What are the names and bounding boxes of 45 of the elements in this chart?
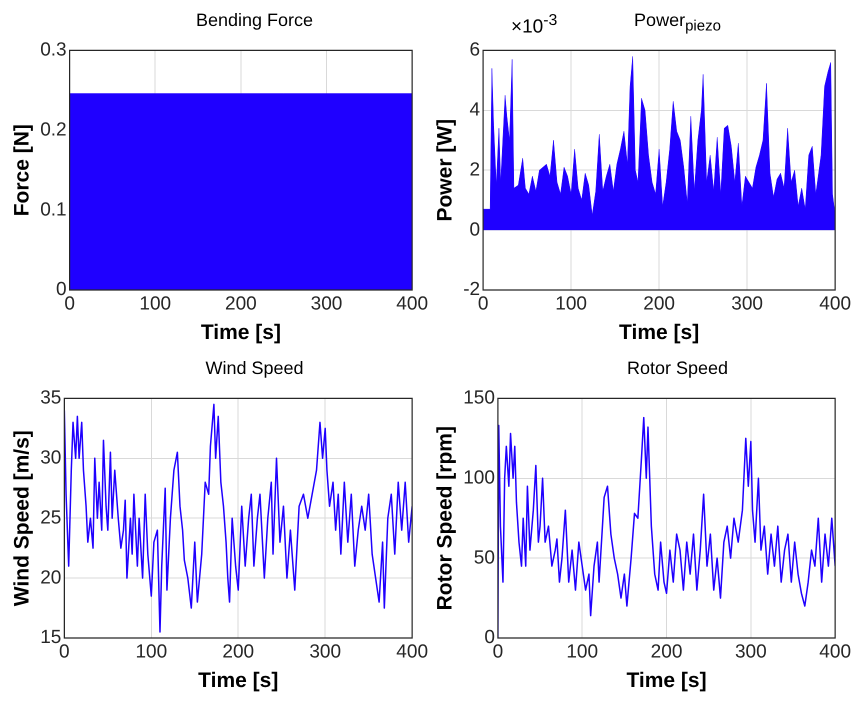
y-tick-label: 20: [40, 567, 62, 588]
x-tick-label: 400: [819, 642, 851, 663]
x-axis-title: Time [s]: [619, 321, 700, 344]
text: ×10$^{-3}$: [511, 12, 558, 38]
y-tick-label: 2: [470, 159, 480, 180]
chart-title: Bending Force: [196, 10, 314, 31]
y-tick-label: 15: [40, 627, 62, 648]
y-tick-label: 0.2: [40, 120, 67, 140]
x-tick-label: 300: [310, 294, 342, 315]
x-tick-label: 200: [222, 642, 254, 663]
chart-title: Wind Speed: [205, 358, 304, 379]
chart-title: Rotor Speed: [626, 358, 728, 379]
x-tick-label: 200: [225, 294, 257, 315]
x-tick-label: 100: [135, 642, 168, 663]
y-tick-label: 0: [470, 219, 480, 240]
y-tick-label: 0.3: [40, 40, 67, 61]
y-axis-title: Power [W]: [433, 118, 456, 222]
x-tick-label: 300: [731, 294, 763, 315]
x-axis-title: Time [s]: [198, 669, 278, 692]
chart-title: Power$_{piezo}$: [634, 10, 721, 35]
y-tick-label: 0.1: [40, 199, 67, 220]
x-tick-label: 100: [555, 294, 587, 315]
y-tick-label: 150: [463, 388, 495, 409]
x-tick-label: 200: [643, 294, 675, 315]
x-tick-label: 400: [819, 294, 851, 315]
x-tick-label: 100: [566, 642, 598, 663]
y-axis-title: Force [N]: [10, 124, 34, 216]
x-tick-label: 400: [396, 294, 428, 315]
y-tick-label: 0: [484, 627, 495, 648]
y-axis-title: Wind Speed [m/s]: [10, 430, 34, 606]
y-tick-label: 30: [40, 448, 62, 469]
y-tick-label: 50: [474, 547, 495, 568]
x-tick-label: 400: [396, 642, 428, 663]
x-tick-label: 300: [734, 642, 767, 663]
y-axis-title: Rotor Speed [rpm]: [433, 426, 456, 610]
y-tick-label: 25: [40, 507, 62, 528]
x-axis-title: Time [s]: [200, 321, 281, 344]
x-tick-label: 300: [309, 642, 342, 663]
x-axis-title: Time [s]: [626, 669, 707, 692]
x-tick-label: 200: [650, 642, 682, 663]
x-tick-label: 100: [139, 294, 172, 315]
y-tick-label: 6: [470, 40, 480, 61]
y-tick-label: 35: [40, 388, 62, 409]
y-tick-label: 100: [463, 468, 495, 488]
y-tick-label: 4: [470, 100, 481, 121]
